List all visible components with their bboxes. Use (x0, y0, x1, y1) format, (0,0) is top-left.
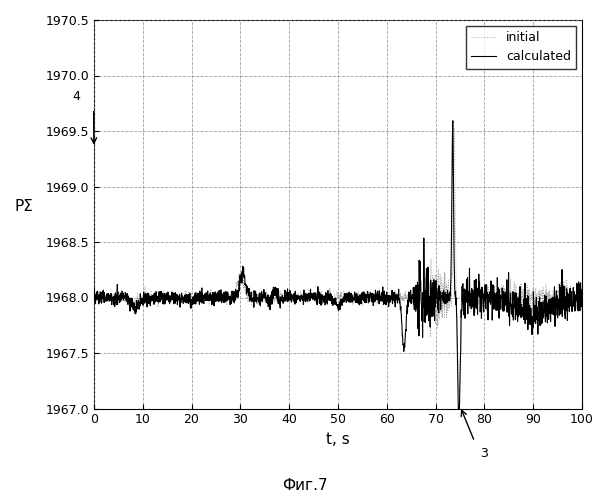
calculated (328, 296, 335, 302)
Text: 3: 3 (481, 448, 488, 460)
initial (115, 296, 122, 302)
Text: 4: 4 (73, 90, 81, 104)
initial (455, 390, 462, 396)
calculated (565, 298, 572, 304)
Y-axis label: PΣ: PΣ (15, 199, 34, 214)
calculated (449, 118, 457, 124)
calculated (90, 294, 97, 300)
calculated (475, 271, 482, 277)
calculated (455, 416, 462, 422)
calculated (565, 291, 572, 297)
Legend: initial, calculated: initial, calculated (466, 26, 576, 68)
Line: calculated: calculated (94, 121, 582, 420)
initial (90, 293, 97, 299)
initial (579, 296, 586, 302)
calculated (579, 302, 586, 308)
X-axis label: t, s: t, s (326, 432, 350, 447)
initial (565, 292, 572, 298)
Line: initial: initial (94, 128, 582, 392)
initial (328, 292, 335, 298)
initial (451, 126, 458, 132)
calculated (115, 296, 122, 302)
Text: Фиг.7: Фиг.7 (282, 478, 327, 493)
initial (565, 294, 572, 300)
calculated (315, 295, 322, 301)
initial (475, 301, 482, 307)
initial (315, 294, 322, 300)
